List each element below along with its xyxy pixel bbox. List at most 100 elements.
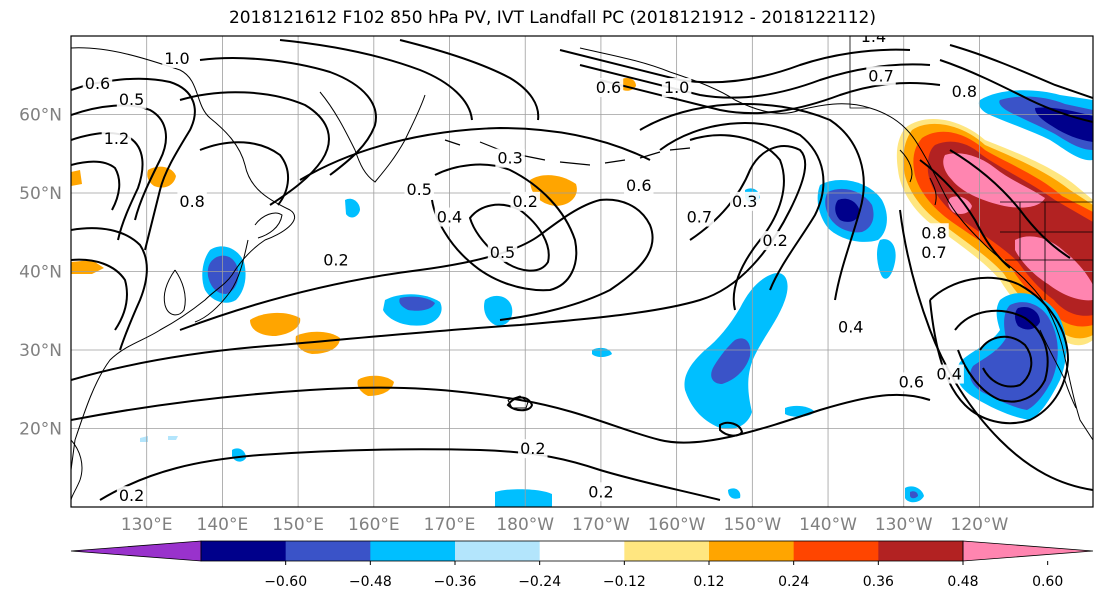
contour-label-bg	[434, 207, 465, 227]
shade-positive-small-4	[530, 175, 577, 206]
contour-label: 0.8	[952, 82, 977, 101]
contour-label: 0.2	[323, 251, 348, 270]
contour-label-bg	[836, 317, 866, 337]
contour-label: 0.3	[497, 149, 522, 168]
colorbar-tick-label: −0.48	[349, 574, 392, 590]
contour-label: 0.6	[596, 78, 621, 97]
contour-labels: 1.0 0.6 0.5 1.2 0.8 0.5 0.4 0.3 0.2 0.5 0.6 1.0 0.6 0…	[82, 36, 980, 506]
contour-asia-7	[199, 141, 289, 206]
contour-small-1	[719, 421, 744, 437]
contour-label: 0.7	[921, 243, 946, 262]
colorbar-segment	[285, 541, 371, 561]
contour-0.4-trough	[639, 103, 865, 301]
contour-asia-10	[71, 227, 148, 351]
map-title: 2018121612 F102 850 hPa PV, IVT Landfall…	[228, 8, 876, 28]
lon-tick-label: 150°W	[723, 515, 781, 535]
contour-0.6-trough	[689, 134, 785, 311]
lon-tick-label: 130°W	[875, 515, 933, 535]
contour-alaska-4	[939, 59, 1093, 123]
lon-tick-label: 140°E	[197, 515, 249, 535]
coastline-east-asia	[71, 47, 296, 471]
contour-label-bg	[866, 66, 896, 86]
contour-label-bg	[593, 78, 624, 98]
colorbar-tick-label: 0.24	[778, 574, 809, 590]
contour-0.4-east	[929, 276, 1070, 425]
contour-0.3-pac	[299, 126, 651, 181]
contour-label-bg	[661, 78, 692, 98]
contour-asia-9	[399, 39, 540, 121]
contour-label-bg	[321, 250, 351, 270]
contour-label: 0.5	[407, 180, 432, 199]
lat-tick-label: 30°N	[19, 341, 62, 361]
contour-label: 0.8	[921, 223, 946, 242]
contour-alaska-5	[949, 44, 1093, 99]
shade-negative-small-9	[728, 488, 741, 499]
lat-tick-label: 60°N	[19, 106, 62, 126]
colorbar-segment	[370, 541, 456, 561]
contour-asia-4	[71, 160, 121, 211]
longitude-tick-labels: 130°E 140°E 150°E 160°E 170°E 180°W 170°W 160°W…	[121, 515, 1009, 535]
contour-asia-6	[179, 91, 330, 206]
contour-label-bg	[624, 176, 654, 196]
contour-asia-1	[71, 77, 196, 251]
lon-tick-label: 140°W	[799, 515, 857, 535]
contour-label-bg	[82, 74, 113, 94]
shade-negative-small-10-core	[910, 491, 918, 499]
contour-label: 1.0	[164, 49, 189, 68]
coastline-bc-islands	[899, 149, 937, 206]
shade-negative-alaska-core	[1035, 107, 1093, 142]
contour-0.6-east	[954, 309, 1049, 403]
contour-label: 0.2	[520, 439, 545, 458]
shade-positive-nw-pink-2	[1015, 236, 1093, 301]
contour-label-bg	[586, 482, 616, 502]
shade-negative-small-8	[495, 489, 552, 507]
colorbar-tick-label: 0.12	[693, 574, 724, 590]
contour-label: 0.5	[119, 90, 144, 109]
shade-positive-small-2	[295, 331, 340, 354]
contour-label-bg	[101, 129, 132, 149]
contour-0.2-main	[71, 145, 807, 381]
shade-negative-light-2	[168, 436, 178, 440]
contour-label-bg	[116, 89, 147, 109]
lon-tick-label: 120°W	[951, 515, 1009, 535]
contour-label: 1.2	[104, 129, 129, 148]
colorbar-extend-low	[70, 540, 202, 562]
shade-negative-small-1-core	[399, 296, 435, 311]
colorbar-tick-label: 0.60	[1032, 574, 1063, 590]
contour-label: 0.7	[868, 66, 893, 85]
colorbar-segment	[539, 541, 625, 561]
colorbar-segment	[793, 541, 879, 561]
lon-tick-label: 160°E	[348, 515, 400, 535]
latitude-tick-labels: 20°N 30°N 40°N 50°N 60°N	[19, 106, 62, 440]
colorbar-tick-label: 0.36	[863, 574, 894, 590]
contour-label: 0.2	[119, 486, 144, 505]
colorbar-segment	[455, 541, 541, 561]
contour-alaska-3	[559, 48, 911, 84]
coastline-japan	[194, 212, 283, 323]
contour-label-bg	[162, 48, 192, 68]
lat-tick-label: 40°N	[19, 263, 62, 283]
contour-label: 0.6	[626, 176, 651, 195]
political-borders	[849, 36, 1093, 300]
lat-tick-label: 50°N	[19, 184, 62, 204]
lon-tick-label: 150°E	[272, 515, 324, 535]
lon-tick-label: 180°W	[496, 515, 554, 535]
contour-label-bg	[684, 207, 715, 227]
contour-label: 1.0	[664, 78, 689, 97]
contour-label-bg	[760, 231, 790, 251]
contour-label-bg	[919, 223, 949, 243]
contour-0.7-nw	[919, 159, 1011, 269]
contour-label-bg	[919, 242, 949, 262]
shade-negative-140w-tail	[877, 239, 896, 279]
contour-label-bg	[116, 486, 147, 506]
contour-label: 0.4	[936, 365, 961, 384]
contour-label: 0.2	[512, 192, 537, 211]
colorbar-segment	[709, 541, 795, 561]
contour-label-bg	[730, 191, 760, 211]
contour-label-bg	[934, 364, 964, 384]
contour-0.3-coast	[899, 209, 1093, 491]
contour-label-bg	[404, 180, 434, 200]
contour-label: 0.3	[732, 192, 757, 211]
colorbar-tick-label: −0.36	[434, 574, 477, 590]
